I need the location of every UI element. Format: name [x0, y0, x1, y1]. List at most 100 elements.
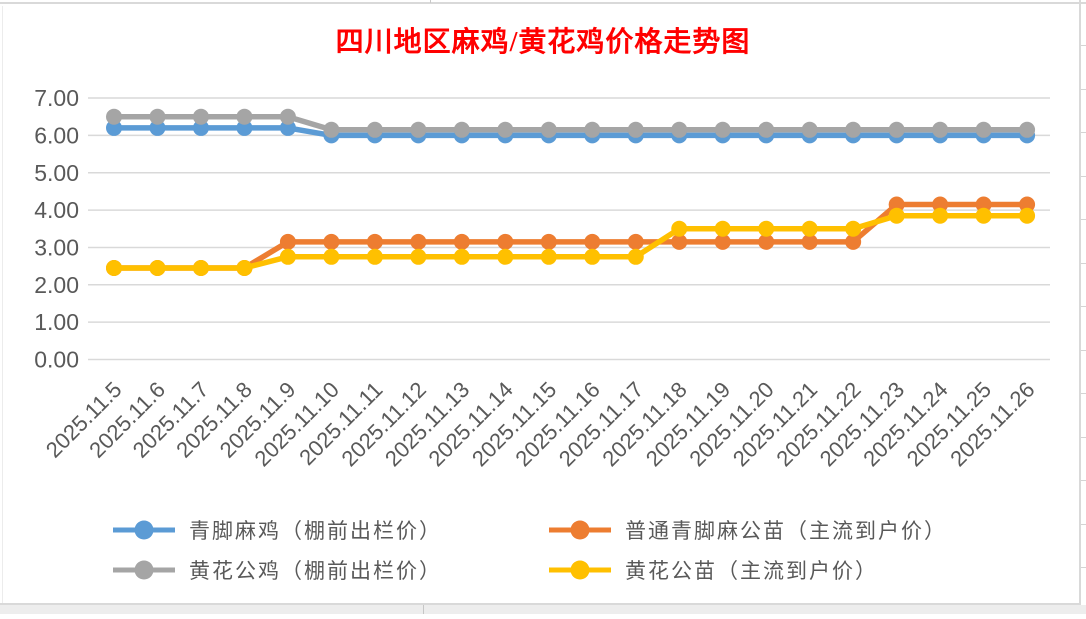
- series-point-2: [758, 121, 775, 138]
- series-point-2: [627, 121, 644, 138]
- series-line-0: [111, 125, 1030, 139]
- series-point-3: [366, 248, 383, 265]
- series-point-1: [584, 233, 601, 250]
- sheet-gridline: [1081, 132, 1086, 133]
- series-point-2: [671, 121, 688, 138]
- series-point-3: [410, 248, 427, 265]
- series-point-1: [627, 233, 644, 250]
- chart-area[interactable]: [3, 4, 1079, 603]
- series-point-3: [192, 259, 209, 276]
- series-point-3: [758, 220, 775, 237]
- series-point-2: [932, 121, 949, 138]
- series-point-2: [714, 121, 731, 138]
- series-point-1: [714, 233, 731, 250]
- y-axis-tick-label: 7.00: [34, 85, 79, 111]
- sheet-gridline: [1081, 175, 1086, 177]
- y-axis-tick-label: 5.00: [34, 160, 79, 186]
- series-point-1: [497, 233, 514, 250]
- series-point-2: [236, 108, 253, 125]
- series-point-3: [236, 259, 253, 276]
- series-point-3: [497, 248, 514, 265]
- series-point-3: [975, 207, 992, 224]
- series-point-2: [975, 121, 992, 138]
- series-point-1: [453, 233, 470, 250]
- y-axis-tick-label: 3.00: [34, 234, 79, 260]
- series-point-1: [323, 233, 340, 250]
- series-line-3: [111, 212, 1030, 271]
- series-point-0: [149, 119, 166, 136]
- series-point-3: [888, 207, 905, 224]
- series-point-1: [801, 233, 818, 250]
- series-point-1: [410, 233, 427, 250]
- series-line-2: [111, 113, 1030, 133]
- sheet-gridline: [2, 6, 3, 604]
- sheet-gridline: [1081, 306, 1086, 307]
- sheet-gridline: [1081, 480, 1086, 481]
- series-point-3: [932, 207, 949, 224]
- series-point-3: [106, 259, 122, 276]
- series-point-2: [192, 108, 209, 125]
- y-axis-tick-label: 1.00: [34, 309, 79, 335]
- series-point-0: [192, 119, 209, 136]
- series-point-2: [453, 121, 470, 138]
- series-point-2: [845, 121, 862, 138]
- series-point-3: [671, 220, 688, 237]
- sheet-gridline: [1081, 393, 1086, 394]
- sheet-gridline: [1081, 88, 1086, 90]
- series-point-0: [106, 119, 122, 136]
- series-point-2: [540, 121, 557, 138]
- sheet-gridline: [1081, 262, 1086, 264]
- series-point-3: [845, 220, 862, 237]
- series-point-3: [323, 248, 340, 265]
- series-point-2: [279, 108, 296, 125]
- series-point-1: [1019, 196, 1036, 213]
- series-point-1: [366, 233, 383, 250]
- series-point-3: [801, 220, 818, 237]
- series-point-2: [410, 121, 427, 138]
- series-point-0: [236, 119, 253, 136]
- series-point-1: [279, 233, 296, 250]
- series-point-3: [540, 248, 557, 265]
- sheet-gridline: [423, 605, 424, 614]
- y-axis-tick-label: 2.00: [34, 272, 79, 298]
- series-point-0: [279, 119, 296, 136]
- series-point-3: [453, 248, 470, 265]
- chart-border: [0, 603, 1081, 605]
- chart-title: 四川地区麻鸡/黄花鸡价格走势图: [335, 27, 751, 58]
- sheet-row: [0, 605, 1086, 614]
- series-point-1: [540, 233, 557, 250]
- y-axis-tick-label: 6.00: [34, 122, 79, 148]
- series-point-3: [1019, 207, 1036, 224]
- series-point-2: [1019, 121, 1036, 138]
- series-point-3: [584, 248, 601, 265]
- sheet-gridline: [1081, 219, 1086, 220]
- sheet-gridline: [1079, 0, 1081, 604]
- sheet-gridline: [430, 0, 431, 3]
- sheet-gridline: [1081, 523, 1086, 525]
- series-point-3: [279, 248, 296, 265]
- sheet-gridline: [1081, 349, 1086, 351]
- series-point-2: [106, 108, 122, 125]
- series-point-1: [845, 233, 862, 250]
- series-point-1: [758, 233, 775, 250]
- series-point-1: [671, 233, 688, 250]
- sheet-gridline: [0, 2, 1086, 4]
- series-point-2: [497, 121, 514, 138]
- series-point-1: [932, 196, 949, 213]
- series-point-1: [975, 196, 992, 213]
- series-point-2: [888, 121, 905, 138]
- sheet-gridline: [1081, 567, 1086, 568]
- sheet-gridline: [1081, 45, 1086, 46]
- series-point-2: [584, 121, 601, 138]
- series-point-1: [888, 196, 905, 213]
- series-point-2: [149, 108, 166, 125]
- y-axis-tick-label: 4.00: [34, 197, 79, 223]
- sheet-gridline: [1081, 436, 1086, 438]
- series-point-2: [323, 121, 340, 138]
- series-point-3: [714, 220, 731, 237]
- series-point-2: [366, 121, 383, 138]
- series-point-3: [627, 248, 644, 265]
